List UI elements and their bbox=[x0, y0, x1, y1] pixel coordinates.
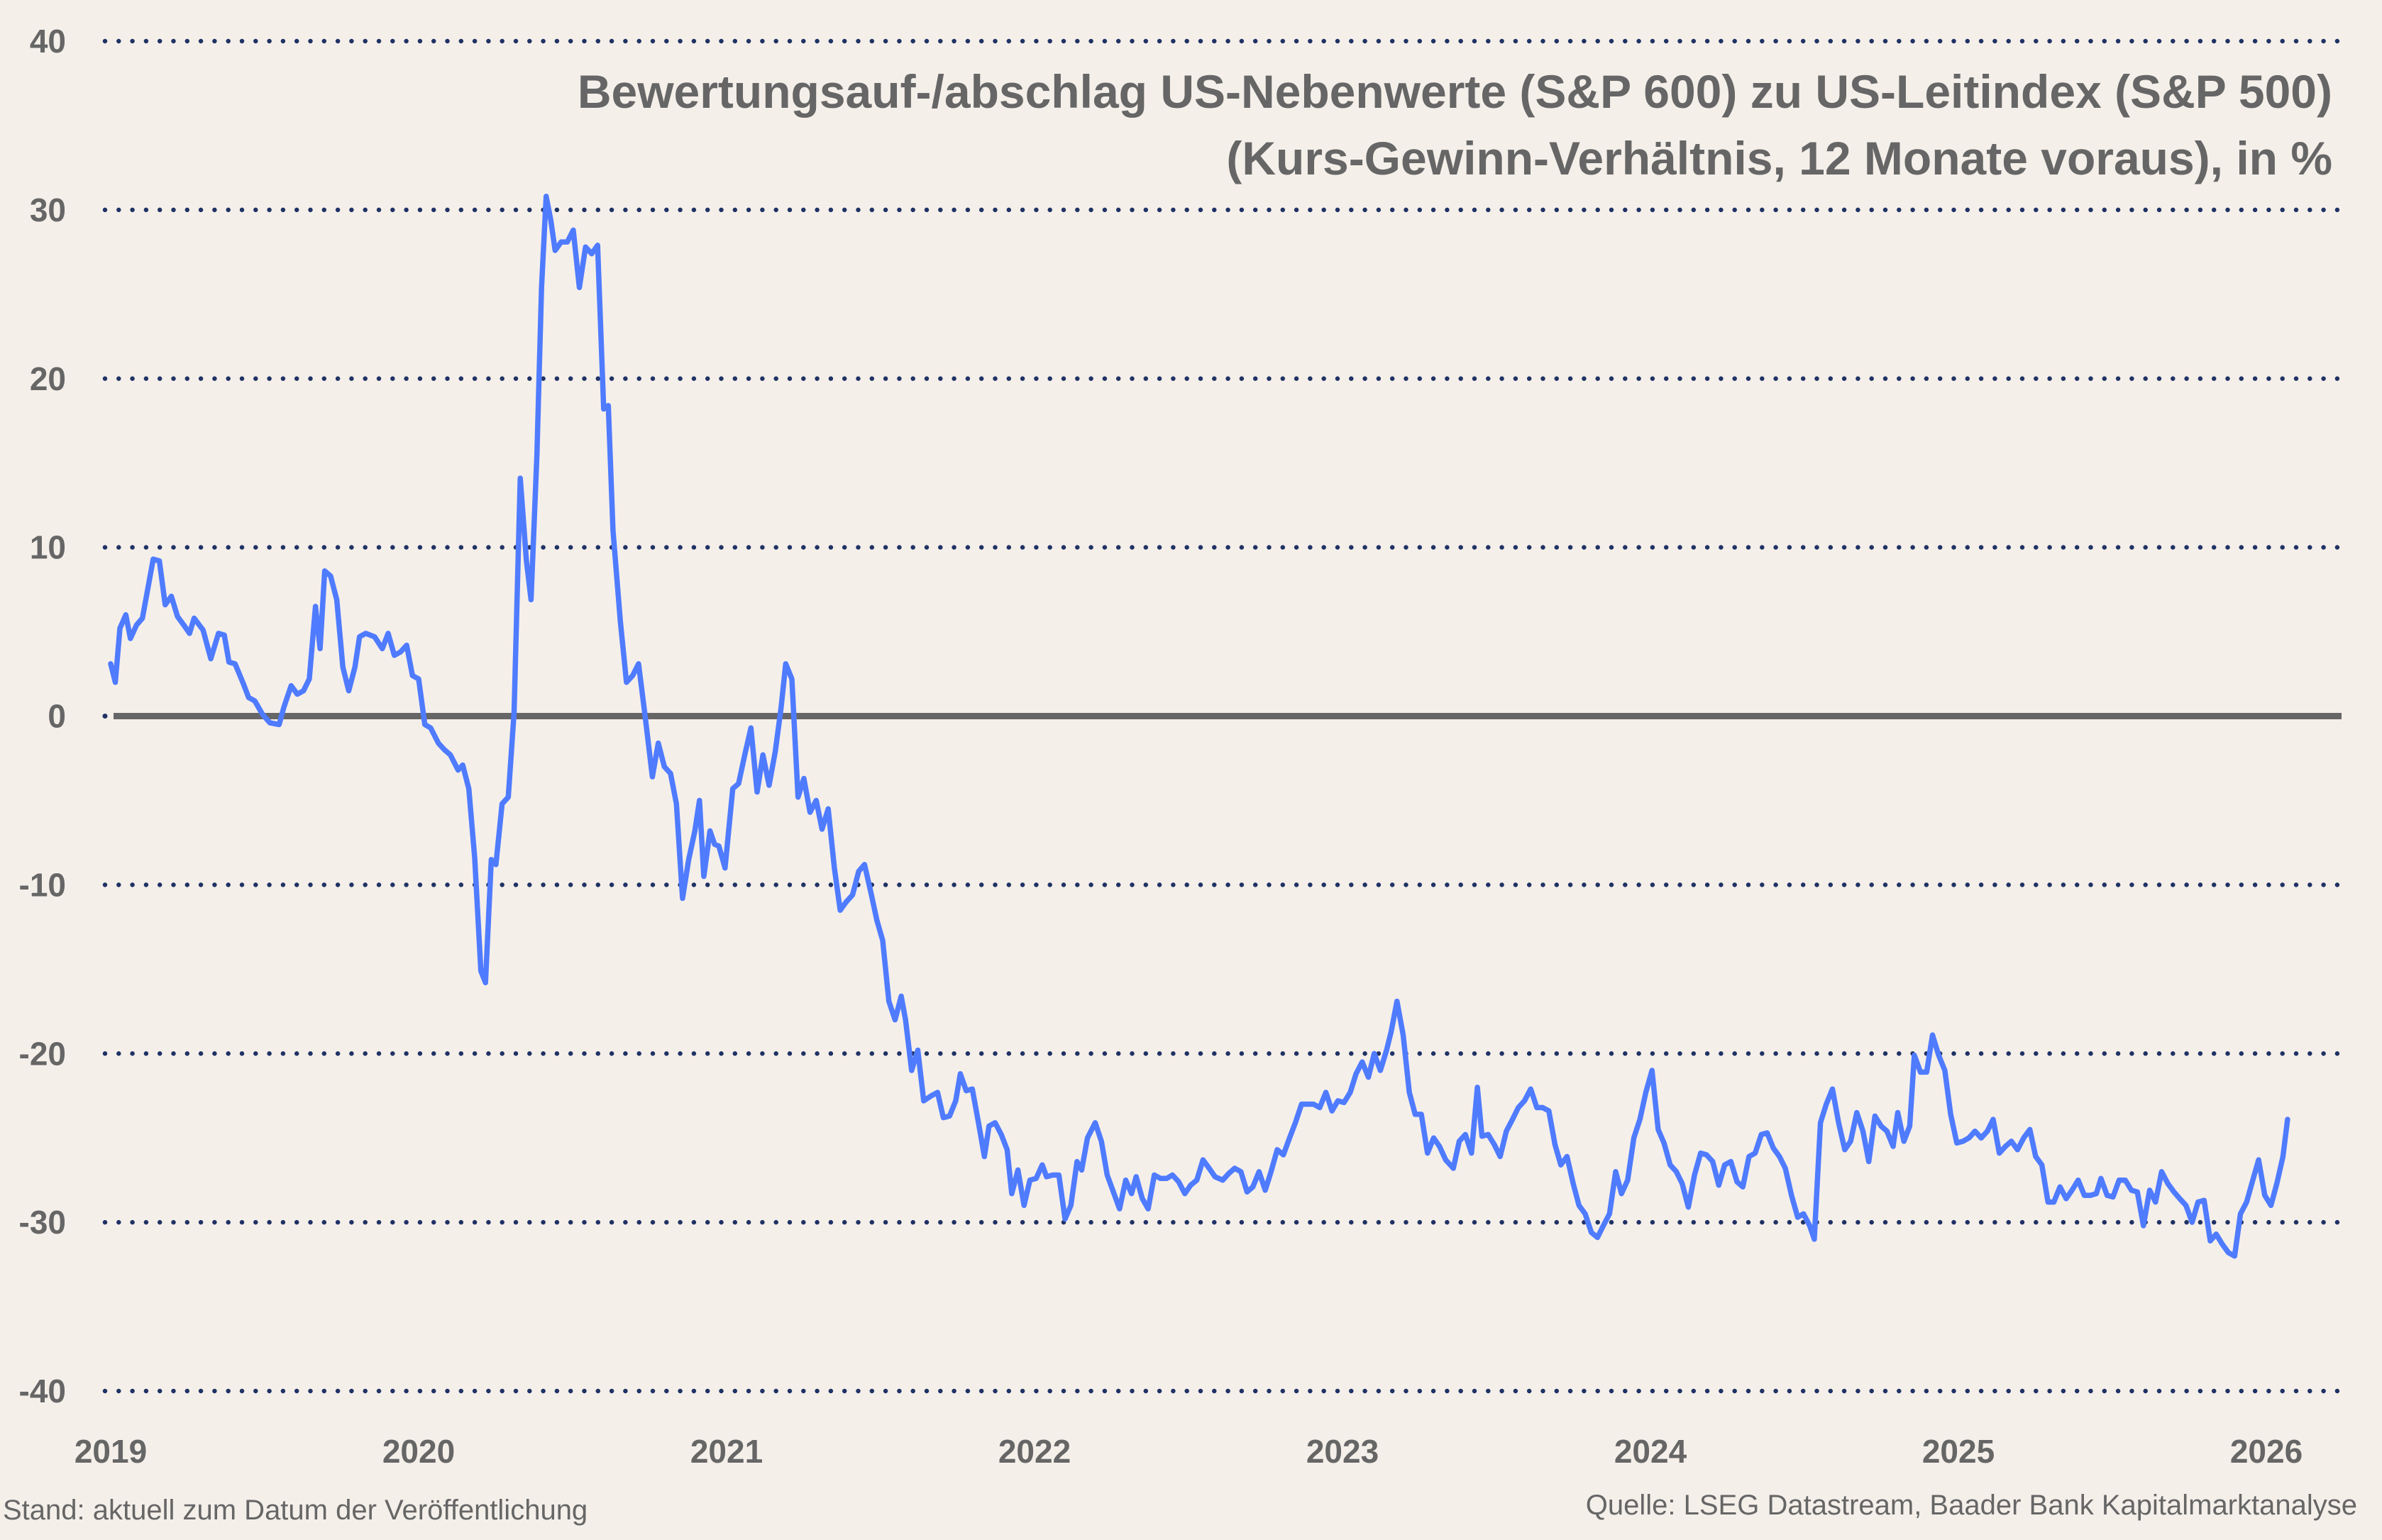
x-tick-label: 2021 bbox=[690, 1433, 763, 1470]
x-tick-label: 2020 bbox=[382, 1433, 455, 1470]
gridlines bbox=[102, 38, 2351, 1394]
y-tick-label: -10 bbox=[19, 866, 66, 903]
chart-title: Bewertungsauf-/abschlag US-Nebenwerte (S… bbox=[578, 65, 2332, 118]
y-axis: 40 30 20 10 0 -10 -20 -30 -40 bbox=[19, 23, 66, 1409]
y-tick-label: -20 bbox=[19, 1035, 66, 1072]
y-tick-label: 20 bbox=[30, 360, 66, 397]
y-tick-label: 0 bbox=[48, 698, 66, 735]
x-tick-label: 2025 bbox=[1922, 1433, 1995, 1470]
x-tick-label: 2019 bbox=[75, 1433, 147, 1470]
x-tick-label: 2024 bbox=[1614, 1433, 1687, 1470]
chart-subtitle: (Kurs-Gewinn-Verhältnis, 12 Monate vorau… bbox=[1226, 132, 2332, 184]
footer-date-note: Stand: aktuell zum Datum der Veröffentli… bbox=[3, 1495, 588, 1526]
gridline bbox=[102, 714, 108, 719]
y-tick-label: -30 bbox=[19, 1204, 66, 1241]
x-axis: 2019 2020 2021 2022 2023 2024 2025 2026 bbox=[75, 1433, 2303, 1470]
y-tick-label: 40 bbox=[30, 23, 66, 60]
x-tick-label: 2022 bbox=[998, 1433, 1071, 1470]
footer-source: Quelle: LSEG Datastream, Baader Bank Kap… bbox=[1586, 1490, 2357, 1521]
x-tick-label: 2026 bbox=[2230, 1433, 2303, 1470]
y-tick-label: 30 bbox=[30, 192, 66, 228]
y-tick-label: -40 bbox=[19, 1373, 66, 1409]
x-tick-label: 2023 bbox=[1306, 1433, 1379, 1470]
y-tick-label: 10 bbox=[30, 529, 66, 566]
series-line bbox=[108, 194, 2290, 1259]
